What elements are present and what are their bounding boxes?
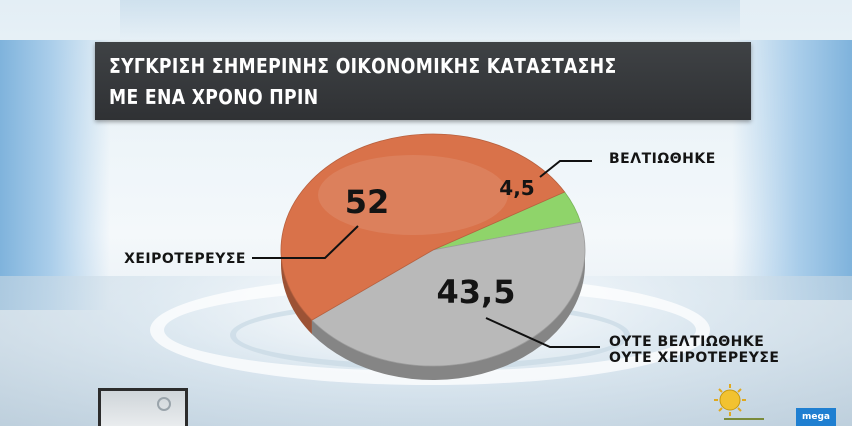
category-label-1-line-1: ΟΥΤΕ ΒΕΛΤΙΩΘΗΚΕ	[609, 334, 764, 350]
pie-value-label-2: 52	[345, 183, 390, 221]
pie-side-1-0	[311, 250, 585, 380]
video-thumbnail	[98, 388, 188, 426]
chart-title-line-1: ΣΥΓΚΡΙΣΗ ΣΗΜΕΡΙΝΗΣ ΟΙΚΟΝΟΜΙΚΗΣ ΚΑΤΑΣΤΑΣΗ…	[109, 54, 617, 78]
pie-slice-2	[280, 133, 566, 321]
channel-badge: mega	[796, 408, 836, 426]
pie-slice-1	[311, 221, 586, 367]
callout-line-1	[485, 317, 600, 348]
callout-line-0	[539, 160, 592, 178]
pie-3d-layer	[281, 250, 585, 380]
pie-side-2-0	[281, 250, 312, 335]
backdrop-left-panel	[0, 40, 110, 310]
category-label-1-line-2: ΟΥΤΕ ΧΕΙΡΟΤΕΡΕΥΣΕ	[609, 350, 779, 366]
category-label-2: ΧΕΙΡΟΤΕΡΕΥΣΕ	[124, 251, 246, 267]
thumbnail-glyph	[157, 397, 171, 411]
sun-logo-icon	[714, 384, 764, 420]
callout-line-2	[252, 225, 359, 259]
category-label-0: ΒΕΛΤΙΩΘΗΚΕ	[609, 151, 716, 167]
chart-title-line-2: ΜΕ ΕΝΑ ΧΡΟΝΟ ΠΡΙΝ	[109, 85, 319, 109]
pie-value-label-0: 4,5	[499, 176, 534, 200]
pie-top-layer	[280, 133, 586, 367]
pie-value-label-1: 43,5	[437, 273, 516, 311]
backdrop-top-glow	[120, 0, 740, 40]
pie-gloss	[318, 155, 508, 235]
chart-title-box: ΣΥΓΚΡΙΣΗ ΣΗΜΕΡΙΝΗΣ ΟΙΚΟΝΟΜΙΚΗΣ ΚΑΤΑΣΤΑΣΗ…	[95, 42, 751, 120]
pie-labels-layer: 4,5 43,5 52	[345, 176, 535, 311]
backdrop-right-panel	[732, 40, 852, 300]
